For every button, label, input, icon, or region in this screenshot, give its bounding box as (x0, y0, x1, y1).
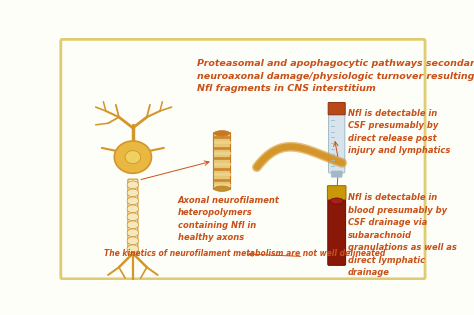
FancyBboxPatch shape (128, 179, 138, 255)
Text: Nfl is detectable in
blood presumably by
CSF drainage via
subarachnoid
granulati: Nfl is detectable in blood presumably by… (347, 193, 456, 277)
Ellipse shape (330, 198, 343, 204)
Ellipse shape (127, 181, 139, 189)
Text: Nfl is detectable in
CSF presumably by
direct release post
injury and lymphatics: Nfl is detectable in CSF presumably by d… (347, 109, 450, 155)
Ellipse shape (125, 151, 141, 164)
FancyBboxPatch shape (328, 113, 345, 173)
Ellipse shape (127, 205, 139, 213)
Text: Axonal neurofilament
heteropolymers
containing Nfl in
healthy axons: Axonal neurofilament heteropolymers cont… (178, 196, 280, 242)
Ellipse shape (127, 229, 139, 237)
Ellipse shape (127, 197, 139, 205)
Ellipse shape (127, 221, 139, 229)
Ellipse shape (214, 131, 230, 136)
Ellipse shape (127, 237, 139, 245)
Ellipse shape (214, 186, 230, 192)
FancyBboxPatch shape (61, 39, 425, 279)
Ellipse shape (114, 141, 152, 173)
Ellipse shape (127, 245, 139, 253)
Text: Proteasomal and apophagocytic pathways secondary to
neuroaxonal damage/physiolog: Proteasomal and apophagocytic pathways s… (197, 59, 474, 93)
Ellipse shape (127, 213, 139, 221)
FancyBboxPatch shape (328, 186, 346, 199)
FancyBboxPatch shape (328, 198, 346, 265)
Ellipse shape (127, 189, 139, 197)
FancyBboxPatch shape (331, 171, 342, 177)
Text: The kinetics of neurofilament metabolism are not well delineated: The kinetics of neurofilament metabolism… (104, 249, 385, 259)
FancyBboxPatch shape (213, 133, 230, 190)
FancyBboxPatch shape (328, 102, 345, 115)
